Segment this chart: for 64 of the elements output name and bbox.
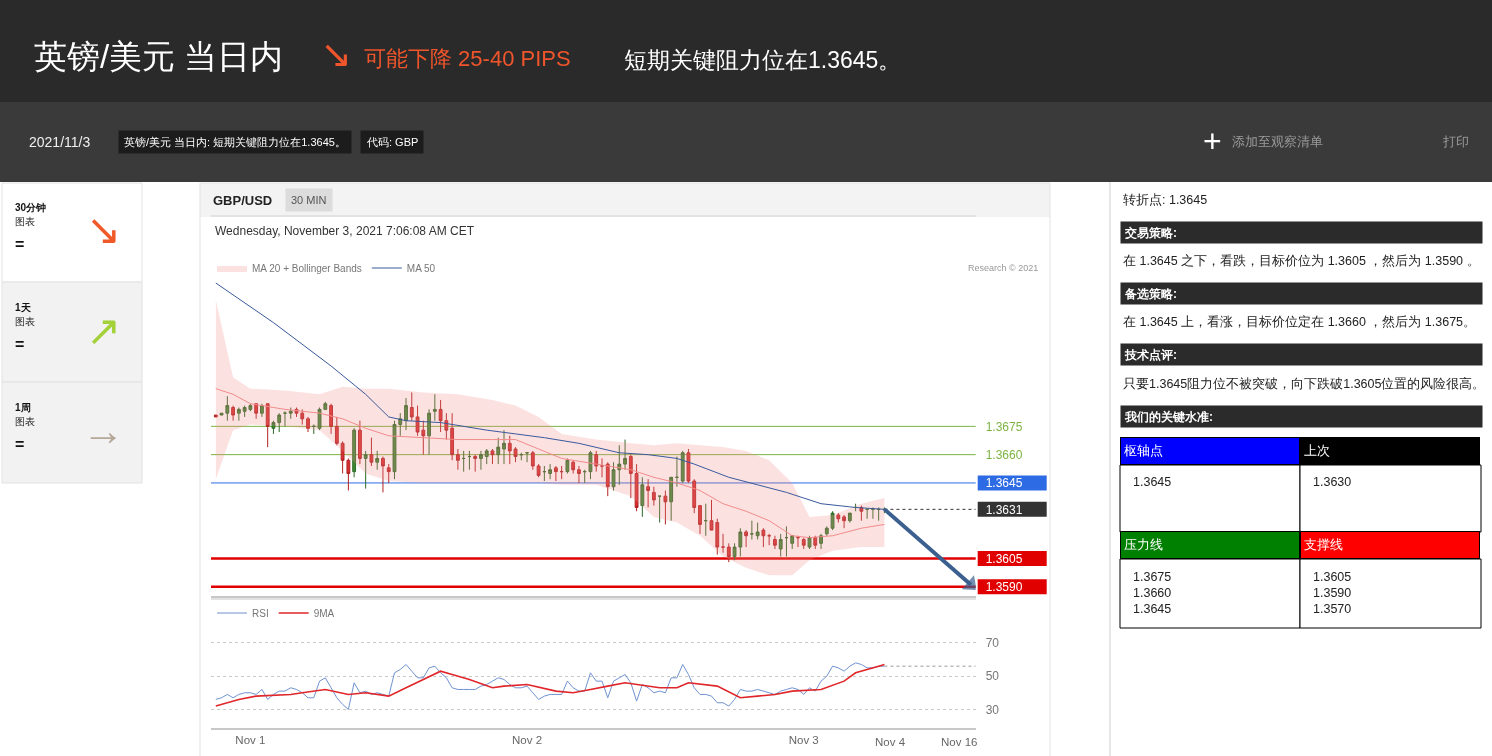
text: 枢轴点 [1124, 444, 1163, 458]
text: 1.3630 [1313, 475, 1352, 489]
text: 英镑/美元 当日内: 短期关键阻力位在1.3645。 [124, 136, 346, 148]
x-tick-label: Nov 2 [512, 733, 543, 746]
legend-label: MA 50 [406, 262, 436, 274]
text: 1周 [15, 402, 31, 413]
text: 1天 [15, 302, 32, 313]
text: 代码: GBP [366, 136, 419, 148]
text: 30分钟 [15, 202, 47, 213]
text: 技术点评: [1124, 347, 1177, 362]
y-tick-label: 1.3605 [985, 551, 1023, 566]
text: + [1203, 123, 1222, 159]
text: 1.3570 [1313, 602, 1352, 616]
y-tick-label: 1.3590 [985, 579, 1023, 594]
y-tick-label: 1.3631 [985, 502, 1023, 517]
text: Wednesday, November 3, 2021 7:06:08 AM CET [215, 224, 475, 238]
y-tick-label: 70 [985, 636, 1000, 651]
text: 1.3590 [1313, 586, 1352, 600]
text: → [82, 407, 124, 454]
text: 30 MIN [291, 194, 327, 206]
text: 1.3675 [1133, 570, 1172, 584]
x-tick-label: Nov 3 [788, 733, 819, 746]
text: 1.3605 [1313, 570, 1352, 584]
text: ↘ [320, 33, 352, 75]
text: 打印 [1442, 134, 1469, 149]
y-tick-label: 1.3675 [985, 419, 1023, 434]
text: 图表 [15, 316, 35, 327]
text: 在 1.3645 上，看涨，目标价位定在 1.3660 ，然后为 1.3675。 [1123, 315, 1477, 329]
text: 支撑线 [1304, 538, 1343, 552]
text: 上次 [1304, 444, 1330, 458]
text: 可能下降 25-40 PIPS [364, 46, 571, 71]
text: = [15, 436, 25, 453]
text: = [15, 236, 25, 253]
text: 1.3660 [1133, 586, 1172, 600]
text: 备选策略: [1124, 286, 1177, 301]
text: Nov 4 [875, 736, 906, 748]
text: 图表 [15, 216, 35, 227]
text: 我们的关键水准: [1124, 409, 1213, 424]
x-tick-label: Nov 1 [235, 733, 266, 746]
text: Nov 16 [941, 736, 978, 748]
chart-title: GBP/USD [213, 193, 273, 208]
text: 英镑/美元 当日内 [34, 38, 284, 75]
text: 压力线 [1124, 538, 1163, 552]
text: 1.3645 [1133, 602, 1172, 616]
annotation: Research © 2021 [968, 263, 1039, 273]
text: = [15, 336, 25, 353]
y-tick-label: 1.3660 [985, 447, 1023, 462]
text: 短期关键阻力位在1.3645。 [624, 47, 902, 73]
legend-label: 9MA [313, 607, 335, 619]
text: 只要1.3645阻力位不被突破，向下跌破1.3605位置的风险很高。 [1123, 376, 1486, 391]
text: 添加至观察清单 [1232, 134, 1323, 149]
y-tick-label: 1.3645 [985, 476, 1023, 491]
text: 2021/11/3 [29, 134, 91, 150]
text: ↘ [86, 206, 122, 253]
y-tick-label: 50 [985, 669, 1000, 684]
text: 转折点: 1.3645 [1123, 193, 1208, 207]
legend-label: RSI [252, 607, 269, 619]
text: 1.3645 [1133, 475, 1172, 489]
text: ↗ [86, 307, 122, 354]
text: 交易策略: [1124, 225, 1177, 240]
legend-label: MA 20 + Bollinger Bands [252, 262, 362, 274]
text: 图表 [15, 416, 35, 427]
y-tick-label: 30 [985, 702, 1000, 717]
text: 在 1.3645 之下，看跌，目标价位为 1.3605 ，然后为 1.3590 。 [1123, 254, 1480, 268]
